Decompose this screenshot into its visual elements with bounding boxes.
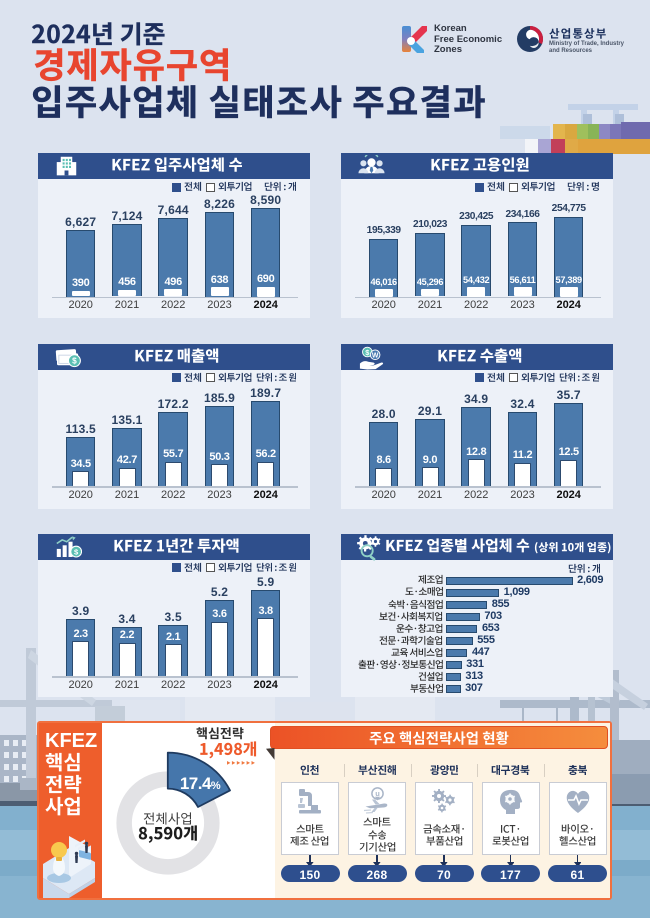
svg-text:$: $ — [74, 547, 79, 556]
svg-text:u: u — [375, 789, 380, 798]
svg-text:$: $ — [72, 356, 77, 365]
svg-text:W: W — [371, 352, 378, 359]
svg-text:$: $ — [365, 347, 369, 356]
